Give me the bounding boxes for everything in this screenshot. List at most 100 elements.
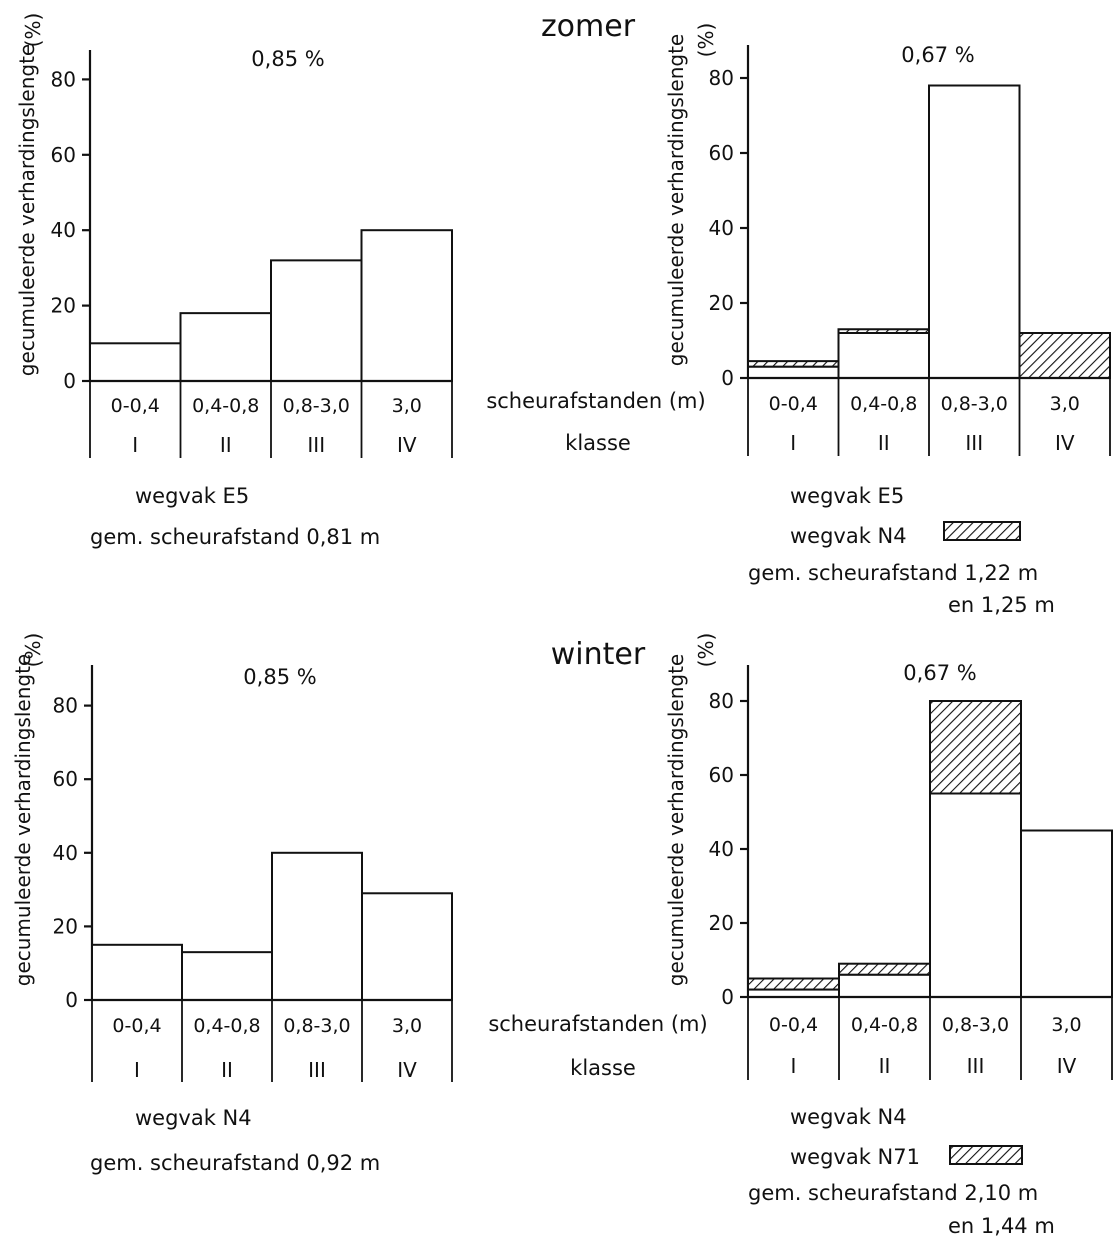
winter-N4-N71-legend-text-4: en 1,44 m [948, 1214, 1055, 1238]
zomer-E5-N4-bar-3 [928, 84, 1021, 379]
zomer-E5-N4-y-tick-label-40: 40 [709, 216, 734, 240]
zomer-E5-y-tick-label-80: 80 [51, 67, 76, 91]
distance-row-label-winter: scheurafstanden (m) [488, 1012, 707, 1036]
zomer-E5-N4-class-label-2: II [878, 431, 890, 455]
winter-N4-class-label-1: I [134, 1058, 140, 1082]
winter-N4-N71-y-unit-label: (%) [694, 633, 718, 668]
winter-N4-N71-bar-4 [1020, 829, 1113, 998]
winter-N4-N71-bar-hatched-1 [747, 977, 840, 991]
winter-N4-N71-x-category-label-3: 0,8-3,0 [942, 1014, 1009, 1036]
zomer-E5-N4-bar-hatched-4 [1018, 332, 1111, 379]
zomer-E5-class-label-1: I [132, 433, 138, 457]
zomer-E5-N4-y-tick-label-20: 20 [709, 291, 734, 315]
zomer-E5-N4-y-tick-label-60: 60 [709, 141, 734, 165]
winter-N4-N71-bar-3 [929, 792, 1022, 998]
winter-N4-N71-bar-2 [838, 973, 931, 998]
winter-N4-N71-class-label-4: IV [1057, 1054, 1077, 1078]
winter-N4-N71-title: 0,67 % [903, 661, 976, 685]
winter-N4-N71-class-label-3: III [967, 1054, 985, 1078]
zomer-E5-N4-bar-1 [747, 365, 840, 379]
winter-N4-N71-bar-1 [747, 988, 840, 998]
zomer-E5-y-tick-label-40: 40 [51, 218, 76, 242]
zomer-E5-N4-y-unit-label: (%) [694, 23, 718, 58]
winter-N4-y-tick-label-60: 60 [53, 767, 78, 791]
zomer-E5-N4-x-category-label-4: 3,0 [1050, 393, 1080, 415]
zomer-E5-N4-y-tick-label-80: 80 [709, 66, 734, 90]
zomer-E5-legend-text-1: wegvak E5 [135, 484, 249, 508]
winter-N4-N71-legend-text-2: wegvak N71 [790, 1145, 920, 1169]
winter-N4-bar-2 [181, 951, 273, 1001]
zomer-E5-bar-1 [89, 342, 182, 382]
winter-N4-N71-x-category-label-4: 3,0 [1051, 1014, 1081, 1036]
winter-N4-legend-text-2: gem. scheurafstand 0,92 m [90, 1151, 380, 1175]
winter-N4-N71-x-category-label-1: 0-0,4 [769, 1014, 818, 1036]
winter-N4-y-tick-label-80: 80 [53, 694, 78, 718]
winter-N4-y-axis-label: gecumuleerde verhardingslengte [11, 654, 35, 986]
zomer-E5-class-label-3: III [307, 433, 325, 457]
winter-N4-N71-y-tick-label-40: 40 [709, 837, 734, 861]
zomer-E5-N4-x-category-label-2: 0,4-0,8 [850, 393, 917, 415]
zomer-E5-N4-class-label-3: III [965, 431, 983, 455]
zomer-E5-y-tick-label-0: 0 [63, 369, 76, 393]
winter-N4-x-category-label-3: 0,8-3,0 [283, 1015, 350, 1037]
zomer-E5-bar-4 [360, 229, 453, 382]
zomer-E5-N4-class-label-4: IV [1055, 431, 1075, 455]
winter-N4-N71-y-tick-label-60: 60 [709, 763, 734, 787]
zomer-E5-N4-legend-text-1: wegvak E5 [790, 484, 904, 508]
winter-N4-N71-legend-text-3: gem. scheurafstand 2,10 m [748, 1181, 1038, 1205]
winter-N4-bar-4 [361, 892, 453, 1002]
winter-N4-legend-text-1: wegvak N4 [135, 1106, 252, 1130]
zomer-E5-x-category-label-1: 0-0,4 [111, 395, 160, 417]
winter-N4-class-label-3: III [308, 1058, 326, 1082]
zomer-E5-bar-3 [270, 259, 363, 382]
winter-N4-title: 0,85 % [243, 665, 316, 689]
winter-N4-y-tick-label-20: 20 [53, 914, 78, 938]
zomer-E5-N4-class-label-1: I [790, 431, 796, 455]
distance-row-label-zomer: scheurafstanden (m) [486, 389, 705, 413]
winter-N4-N71-bar-hatched-3 [929, 700, 1022, 795]
winter-N4-class-label-2: II [221, 1058, 233, 1082]
zomer-E5-N4-bar-2 [837, 332, 930, 379]
season-label-zomer: zomer [541, 9, 636, 44]
winter-N4-x-category-label-1: 0-0,4 [112, 1015, 161, 1037]
zomer-E5-class-label-4: IV [397, 433, 417, 457]
zomer-E5-x-category-label-2: 0,4-0,8 [192, 395, 259, 417]
winter-N4-N71-bar-hatched-2 [838, 962, 931, 976]
winter-N4-y-tick-label-40: 40 [53, 841, 78, 865]
klasse-row-label-zomer: klasse [565, 431, 631, 455]
winter-N4-N71-class-label-1: I [791, 1054, 797, 1078]
zomer-E5-y-tick-label-20: 20 [51, 294, 76, 318]
winter-N4-N71-y-tick-label-20: 20 [709, 911, 734, 935]
zomer-E5-y-unit-label: (%) [21, 13, 45, 48]
zomer-E5-y-axis-label: gecumuleerde verhardingslengte [15, 44, 39, 376]
winter-N4-N71-x-category-label-2: 0,4-0,8 [851, 1014, 918, 1036]
winter-N4-bar-3 [271, 851, 363, 1001]
zomer-E5-N4-y-tick-label-0: 0 [721, 366, 734, 390]
zomer-E5-N4-legend-text-3: gem. scheurafstand 1,22 m [748, 561, 1038, 585]
zomer-E5-bar-2 [179, 312, 272, 383]
winter-N4-y-tick-label-0: 0 [65, 988, 78, 1012]
zomer-E5-N4-y-axis-label: gecumuleerde verhardingslengte [664, 34, 688, 366]
charts-group: gecumuleerde verhardingslengte(%)0,85 %0… [11, 13, 1113, 1238]
winter-N4-N71-y-tick-label-80: 80 [709, 689, 734, 713]
winter-N4-x-category-label-2: 0,4-0,8 [193, 1015, 260, 1037]
zomer-E5-class-label-2: II [220, 433, 232, 457]
zomer-E5-N4-legend-hatch-swatch [943, 521, 1021, 541]
winter-N4-N71-y-tick-label-0: 0 [721, 985, 734, 1009]
winter-N4-N71-legend-hatch-swatch [949, 1145, 1023, 1165]
winter-N4-bar-1 [91, 943, 183, 1001]
zomer-E5-x-category-label-3: 0,8-3,0 [283, 395, 350, 417]
winter-N4-N71-legend-text-1: wegvak N4 [790, 1105, 907, 1129]
zomer-E5-legend-text-2: gem. scheurafstand 0,81 m [90, 525, 380, 549]
winter-N4-x-category-label-4: 3,0 [392, 1015, 422, 1037]
zomer-E5-N4-title: 0,67 % [901, 43, 974, 67]
klasse-row-label-winter: klasse [570, 1056, 636, 1080]
winter-N4-N71-class-label-2: II [879, 1054, 891, 1078]
season-label-winter: winter [551, 637, 646, 672]
zomer-E5-N4-x-category-label-1: 0-0,4 [769, 393, 818, 415]
zomer-E5-N4-legend-text-2: wegvak N4 [790, 524, 907, 548]
winter-N4-N71-y-axis-label: gecumuleerde verhardingslengte [664, 654, 688, 986]
zomer-E5-N4-x-category-label-3: 0,8-3,0 [941, 393, 1008, 415]
winter-N4-class-label-4: IV [397, 1058, 417, 1082]
